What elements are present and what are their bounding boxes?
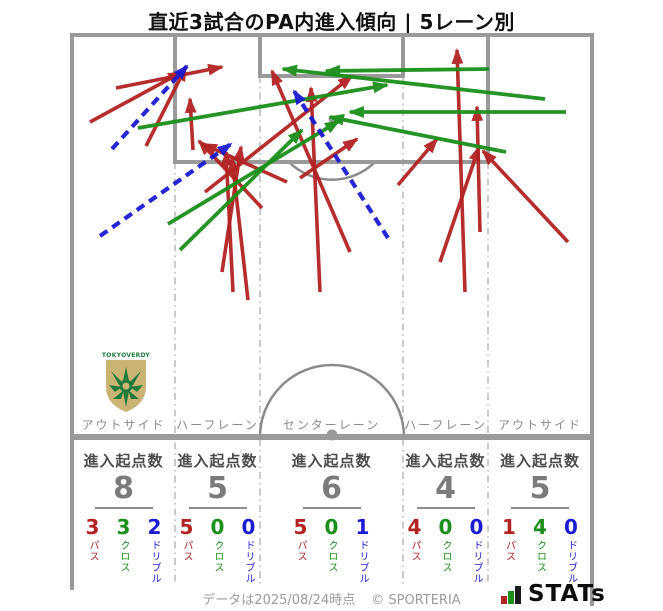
pass-arrow [298,137,359,180]
cross-count: 0 [438,515,453,539]
breakdown-row: 1 パス 4 クロス 0 ドリブル [488,516,592,584]
dribble-count: 0 [469,515,484,539]
pass-arrow [89,70,184,124]
penalty-area-box [173,35,490,164]
dribble-count: 2 [147,515,162,539]
entry-arrows [89,48,570,301]
underline [511,507,569,509]
cross-label: クロス [440,540,451,573]
tokyo-verdy-shield-icon [106,360,146,412]
dribble-label: ドリブル [357,540,368,584]
underline [188,507,247,509]
cross-label: クロス [326,540,337,573]
pass-arrow [481,149,570,244]
pass-arrow [438,145,481,263]
origin-count-header: 進入起点数 [499,452,580,470]
cross-count: 0 [210,515,225,539]
origin-count-header: 進入起点数 [291,452,372,470]
underline [416,507,475,509]
dribble-count: 0 [564,515,578,539]
origin-count-value: 5 [207,471,228,506]
stat-column-half-right: 進入起点数 4 4 パス 0 クロス 0 ドリブル [403,442,488,588]
underline [302,507,361,509]
stat-column-outside-right: 進入起点数 5 1 パス 4 クロス 0 ドリブル [488,442,592,588]
pass-label: パス [87,540,98,562]
penalty-arc [288,161,376,181]
copyright: © SPORTERIA [371,593,461,608]
cross-label: クロス [212,540,223,573]
dark-bar [515,586,521,604]
cross-arrow [178,128,304,252]
cross-arrow [167,119,341,226]
pass-arrow [396,137,439,187]
dribble-label: ドリブル [471,540,482,584]
brand-name: STATs [528,581,606,607]
cross-count: 3 [116,515,131,539]
chart-title: 直近3試合のPA内進入傾向 | 5レーン別 [148,10,515,34]
origin-count-value: 6 [321,471,342,506]
cross-arrow [324,64,490,77]
tokyo-verdy-crest: TOKYOVERDY [101,352,151,417]
cross-arrow [328,113,507,154]
pass-label: パス [181,540,192,562]
tokyo-verdy-wordmark: TOKYOVERDY [101,352,151,359]
dribble-label: ドリブル [243,540,254,584]
cross-count: 4 [533,515,547,539]
dribble-label: ドリブル [149,540,160,584]
underline [94,507,153,509]
pass-arrow [451,48,467,293]
pass-label: パス [503,540,515,562]
origin-count-value: 5 [529,471,551,506]
breakdown-row: 5 パス 0 クロス 0 ドリブル [175,516,260,584]
data-date-note: データは2025/08/24時点 [202,593,356,608]
cross-arrow [281,64,546,101]
pass-count: 5 [293,515,308,539]
stat-column-center: 進入起点数 6 5 パス 0 クロス 1 ドリブル [260,442,403,588]
pass-count: 1 [502,515,516,539]
cross-label: クロス [118,540,129,573]
lane-label-half-left: ハーフレーン [176,418,259,432]
dribble-arrow [110,64,189,151]
green-bar [508,591,514,604]
origin-count-header: 進入起点数 [405,452,486,470]
pass-count: 4 [407,515,422,539]
breakdown-row: 5 パス 0 クロス 1 ドリブル [260,516,403,584]
pass-count: 3 [85,515,100,539]
breakdown-row: 3 パス 3 クロス 2 ドリブル [72,516,175,584]
pass-arrow [471,105,484,233]
breakdown-row: 4 パス 0 クロス 0 ドリブル [403,516,488,584]
dribble-count: 0 [241,515,256,539]
red-bar [501,596,507,604]
cross-label: クロス [534,540,546,573]
center-circle [258,363,406,438]
dribble-label: ドリブル [565,540,577,584]
origin-count-header: 進入起点数 [83,452,164,470]
lane-label-outside-right: アウトサイド [497,418,582,432]
footer-note: データは2025/08/24時点 © SPORTERIA [0,589,663,608]
bar-chart-icon [501,586,521,604]
pass-label: パス [295,540,306,562]
lane-label-outside-left: アウトサイド [81,418,166,432]
pitch-lines [70,33,594,606]
origin-count-value: 4 [435,471,456,506]
pass-arrow [184,97,197,151]
stat-column-outside-left: 進入起点数 8 3 パス 3 クロス 2 ドリブル [72,442,175,588]
stats-brand-logo: STATs [501,581,606,607]
cross-arrow [137,81,389,130]
cross-count: 0 [324,515,339,539]
dribble-arrow [98,142,233,238]
pass-label: パス [409,540,420,562]
origin-count-header: 進入起点数 [177,452,258,470]
dribble-count: 1 [355,515,370,539]
origin-count-value: 8 [113,471,134,506]
lane-label-half-right: ハーフレーン [404,418,487,432]
lane-label-center: センターレーン [282,418,381,432]
stat-column-half-left: 進入起点数 5 5 パス 0 クロス 0 ドリブル [175,442,260,588]
pass-count: 5 [179,515,194,539]
